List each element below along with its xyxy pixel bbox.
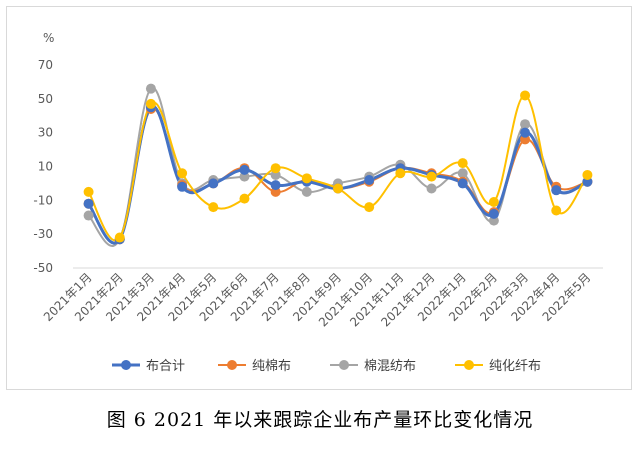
data-point: [520, 90, 531, 101]
data-point: [457, 168, 468, 179]
y-axis-unit: %: [43, 31, 54, 45]
data-point: [520, 127, 531, 138]
data-point: [551, 205, 562, 216]
data-point: [83, 186, 94, 197]
data-point: [426, 171, 437, 182]
data-point: [208, 178, 219, 189]
series-line: [87, 105, 589, 245]
data-point: [488, 208, 499, 219]
data-point: [395, 168, 406, 179]
data-point: [364, 202, 375, 213]
legend-label: 纯化纤布: [489, 359, 541, 374]
y-tick-label: 30: [38, 126, 53, 140]
legend-swatch-marker: [121, 360, 131, 370]
y-tick-label: 50: [38, 92, 53, 106]
legend-swatch-marker: [227, 360, 237, 370]
data-point: [145, 98, 156, 109]
legend-label: 棉混纺布: [364, 359, 416, 374]
y-tick-label: -30: [33, 227, 53, 241]
series-lines: [87, 87, 589, 247]
series-line: [87, 94, 589, 242]
data-point: [333, 183, 343, 194]
y-tick-label: -10: [33, 193, 53, 207]
data-point: [457, 158, 468, 169]
legend-label: 纯棉布: [252, 359, 291, 374]
data-point: [364, 175, 375, 186]
data-point: [301, 186, 312, 197]
data-point: [520, 119, 531, 130]
legend: 布合计 纯棉布 棉混纺布 纯化纤布: [112, 359, 541, 374]
data-point: [83, 198, 94, 209]
series-points: [83, 83, 593, 245]
legend-swatch-marker: [339, 360, 349, 370]
data-point: [270, 163, 281, 174]
data-point: [426, 183, 437, 194]
data-point: [83, 210, 94, 221]
data-point: [145, 83, 156, 94]
data-point: [301, 173, 312, 184]
chart-frame: % 70 50 30 10 -10 -30 -50 2021年1月 2021年2月 2021年3…: [6, 6, 632, 390]
legend-swatch-marker: [464, 360, 474, 370]
data-point: [177, 168, 188, 179]
figure-caption: 图 6 2021 年以来跟踪企业布产量环比变化情况: [106, 409, 534, 431]
data-point: [239, 193, 250, 204]
data-point: [270, 180, 281, 191]
data-point: [239, 164, 250, 175]
y-tick-label: 70: [38, 58, 53, 72]
data-point: [208, 202, 219, 213]
data-point: [114, 232, 125, 243]
y-tick-label: -50: [33, 261, 53, 275]
data-point: [488, 197, 499, 208]
x-axis-ticks: 2021年1月2021年2月2021年3月2021年4月2021年5月2021年…: [41, 270, 594, 329]
line-chart: % 70 50 30 10 -10 -30 -50 2021年1月2021年2月2021年3…: [33, 31, 603, 374]
data-point: [177, 181, 188, 192]
data-point: [457, 178, 468, 189]
y-tick-label: 10: [38, 160, 53, 174]
data-point: [582, 169, 593, 180]
legend-label: 布合计: [146, 359, 185, 374]
y-axis-ticks: 70 50 30 10 -10 -30 -50: [33, 58, 53, 275]
data-point: [551, 185, 562, 196]
